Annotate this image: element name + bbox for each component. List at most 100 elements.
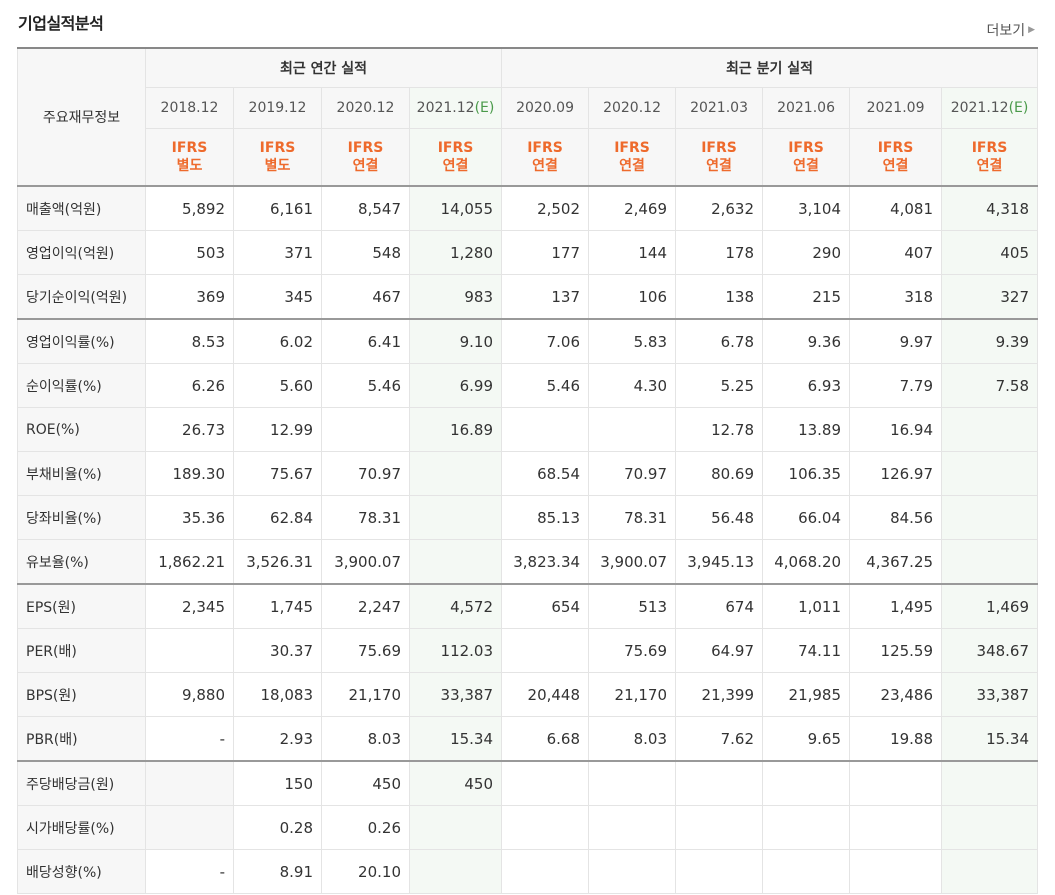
period-label: 2021.09 — [866, 100, 925, 116]
table-cell: 8.91 — [233, 849, 322, 894]
table-cell — [941, 495, 1039, 540]
row-label: 당기순이익(억원) — [17, 274, 146, 320]
table-cell: 9.65 — [762, 716, 851, 762]
accounting-basis: IFRS 연결 — [762, 128, 851, 187]
table-cell: 12.78 — [675, 407, 764, 452]
table-cell: 2.93 — [233, 716, 322, 762]
table-cell: 327 — [941, 274, 1039, 320]
table-cell: 405 — [941, 230, 1039, 275]
table-cell — [941, 407, 1039, 452]
table-cell: 7.58 — [941, 363, 1039, 408]
table-cell: 6.78 — [675, 318, 764, 364]
table-cell — [941, 760, 1039, 806]
table-cell — [941, 451, 1039, 496]
estimate-mark: (E) — [1008, 100, 1029, 116]
table-cell: 1,011 — [762, 583, 851, 629]
table-cell: 3,900.07 — [588, 539, 677, 585]
table-cell — [408, 495, 503, 540]
table-cell — [501, 805, 590, 850]
group-header-annual: 최근 연간 실적 — [144, 47, 503, 88]
row-label: 시가배당률(%) — [17, 805, 146, 850]
table-cell: 20,448 — [501, 672, 590, 717]
period-header: 2020.09 — [501, 87, 590, 129]
table-row: PER(배) 30.37 75.69 112.03 75.69 64.97 74.11 125… — [17, 628, 1039, 673]
ifrs-label: IFRS — [614, 140, 650, 156]
table-cell: 125.59 — [849, 628, 943, 673]
table-cell: 348.67 — [941, 628, 1039, 673]
basis-label: 별도 — [264, 158, 291, 174]
table-cell: 8.03 — [321, 716, 410, 762]
period-header: 2021.12(E) — [941, 87, 1039, 129]
table-cell: 1,745 — [233, 583, 322, 629]
row-label: 영업이익률(%) — [17, 318, 146, 364]
table-cell: 33,387 — [408, 672, 503, 717]
table-cell — [941, 849, 1039, 894]
table-cell: 8.53 — [145, 318, 234, 364]
period-label: 2021.03 — [690, 100, 748, 116]
period-label: 2020.12 — [336, 100, 395, 116]
table-cell: 75.69 — [321, 628, 410, 673]
table-cell: 215 — [762, 274, 851, 320]
table-cell: 4,572 — [408, 583, 503, 629]
table-cell — [408, 451, 503, 496]
table-cell: 369 — [145, 274, 234, 320]
ifrs-label: IFRS — [171, 140, 208, 156]
row-label: 매출액(억원) — [17, 185, 146, 231]
table-cell: 2,469 — [588, 185, 677, 231]
more-link[interactable]: 더보기 ▶ — [986, 20, 1035, 40]
ifrs-label: IFRS — [527, 140, 563, 156]
table-cell: 64.97 — [675, 628, 764, 673]
table-cell: 1,495 — [849, 583, 943, 629]
table-row: BPS(원) 9,880 18,083 21,170 33,387 20,448 21,17… — [17, 672, 1039, 717]
table-cell: - — [145, 849, 234, 894]
row-label: 배당성향(%) — [17, 849, 146, 894]
accounting-basis: IFRS 연결 — [321, 128, 410, 187]
table-row: ROE(%) 26.73 12.99 16.89 12.78 13.89 16.94 — [17, 407, 1039, 452]
table-cell: 2,345 — [145, 583, 234, 629]
table-cell: 85.13 — [501, 495, 590, 540]
table-cell: 4,367.25 — [849, 539, 943, 585]
estimate-mark: (E) — [474, 100, 495, 116]
table-cell — [849, 849, 943, 894]
table-cell: 3,900.07 — [321, 539, 410, 585]
table-cell: 1,280 — [408, 230, 503, 275]
table-row: 순이익률(%) 6.26 5.60 5.46 6.99 5.46 4.30 5.25 6.93 7… — [17, 363, 1039, 408]
table-cell: 178 — [675, 230, 764, 275]
period-header: 2021.03 — [675, 87, 764, 129]
table-cell: 6.99 — [408, 363, 503, 408]
table-cell: 2,247 — [321, 583, 410, 629]
accounting-basis: IFRS 별도 — [233, 128, 322, 187]
table-row: 배당성향(%) -8.91 20.10 — [17, 849, 1039, 894]
table-cell: 407 — [849, 230, 943, 275]
triangle-right-icon: ▶ — [1028, 25, 1035, 35]
basis-label: 연결 — [442, 158, 469, 174]
table-cell: 6.41 — [321, 318, 410, 364]
basis-label: 연결 — [532, 158, 558, 174]
table-cell: 318 — [849, 274, 943, 320]
table-cell: 66.04 — [762, 495, 851, 540]
table-cell: 4.30 — [588, 363, 677, 408]
ifrs-label: IFRS — [701, 140, 737, 156]
table-cell: 21,170 — [588, 672, 677, 717]
accounting-basis: IFRS 연결 — [849, 128, 943, 187]
period-header: 2020.12 — [321, 87, 410, 129]
table-cell: 513 — [588, 583, 677, 629]
table-cell: 6.02 — [233, 318, 322, 364]
table-cell: 7.62 — [675, 716, 764, 762]
table-cell: 16.89 — [408, 407, 503, 452]
table-row: 부채비율(%) 189.30 75.67 70.97 68.54 70.97 80.69 10… — [17, 451, 1039, 496]
financial-summary-table: 주요재무정보 최근 연간 실적 최근 분기 실적 2018.12 2019.12 2020… — [17, 47, 1039, 894]
ifrs-label: IFRS — [437, 140, 474, 156]
table-row: 매출액(억원) 5,892 6,161 8,547 14,055 2,502 2,469 2,… — [17, 185, 1039, 231]
table-cell: 5.25 — [675, 363, 764, 408]
table-cell: 56.48 — [675, 495, 764, 540]
period-label: 2020.12 — [603, 100, 661, 116]
table-cell — [501, 849, 590, 894]
table-cell: 345 — [233, 274, 322, 320]
table-cell — [145, 628, 234, 673]
ifrs-label: IFRS — [877, 140, 914, 156]
table-cell: 654 — [501, 583, 590, 629]
table-cell — [675, 805, 764, 850]
period-header: 2021.12(E) — [408, 87, 503, 129]
table-cell — [408, 849, 503, 894]
